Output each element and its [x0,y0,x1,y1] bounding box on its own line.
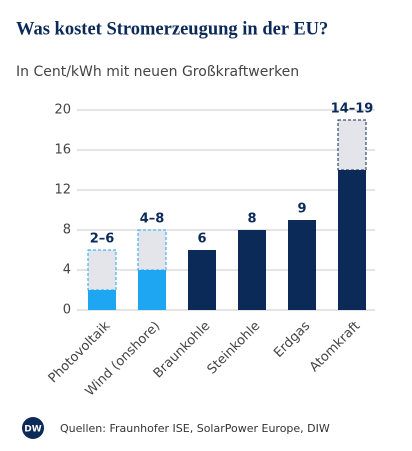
range-box [137,229,167,271]
value-label: 14–19 [331,102,374,117]
y-tick-label: 8 [63,223,71,238]
value-label: 8 [247,212,256,227]
value-label: 9 [297,202,306,217]
bar [338,170,366,310]
value-label: 2–6 [90,232,115,247]
logo-badge [22,417,44,439]
logo: DW [24,425,41,435]
source: Quellen: Fraunhofer ISE, SolarPower Euro… [60,422,330,435]
bar [88,290,116,310]
y-tick-label: 16 [54,143,71,158]
y-tick-label: 0 [63,303,71,318]
bar [138,270,166,310]
value-label: 6 [197,232,206,247]
chart-title: Was kostet Stromerzeugung in der EU? [16,19,328,39]
y-tick-label: 20 [54,103,71,118]
y-tick-label: 12 [54,183,71,198]
range-box [337,119,367,171]
y-tick-label: 4 [63,263,71,278]
bar [288,220,316,310]
range-box [87,249,117,291]
chart-subtitle: In Cent/kWh mit neuen Großkraftwerken [16,64,299,80]
value-label: 4–8 [140,212,165,227]
bar [238,230,266,310]
bar [188,250,216,310]
